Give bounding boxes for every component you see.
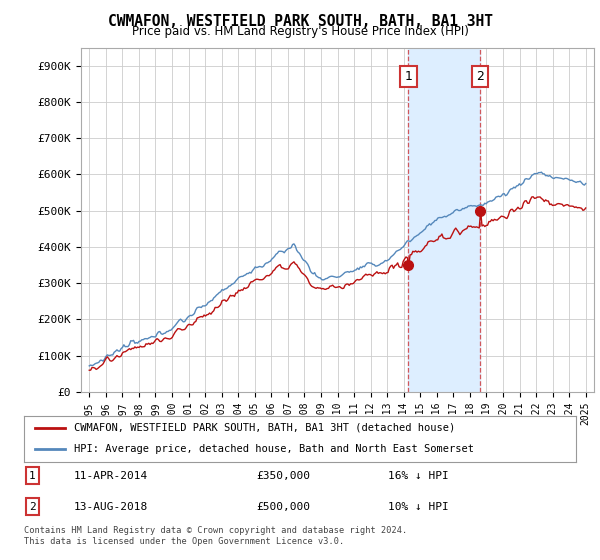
Text: Price paid vs. HM Land Registry's House Price Index (HPI): Price paid vs. HM Land Registry's House … (131, 25, 469, 38)
Text: CWMAFON, WESTFIELD PARK SOUTH, BATH, BA1 3HT (detached house): CWMAFON, WESTFIELD PARK SOUTH, BATH, BA1… (74, 423, 455, 432)
Text: 2: 2 (476, 70, 484, 83)
Text: CWMAFON, WESTFIELD PARK SOUTH, BATH, BA1 3HT: CWMAFON, WESTFIELD PARK SOUTH, BATH, BA1… (107, 14, 493, 29)
Text: 11-APR-2014: 11-APR-2014 (74, 470, 148, 480)
Text: £350,000: £350,000 (256, 470, 310, 480)
Text: £500,000: £500,000 (256, 502, 310, 512)
Text: 13-AUG-2018: 13-AUG-2018 (74, 502, 148, 512)
Text: HPI: Average price, detached house, Bath and North East Somerset: HPI: Average price, detached house, Bath… (74, 444, 473, 454)
Text: 1: 1 (404, 70, 412, 83)
Bar (409, 48, 480, 392)
Text: 1: 1 (29, 470, 35, 480)
Text: 2: 2 (29, 502, 35, 512)
Text: 16% ↓ HPI: 16% ↓ HPI (388, 470, 449, 480)
Text: Contains HM Land Registry data © Crown copyright and database right 2024.
This d: Contains HM Land Registry data © Crown c… (24, 526, 407, 546)
Text: 10% ↓ HPI: 10% ↓ HPI (388, 502, 449, 512)
